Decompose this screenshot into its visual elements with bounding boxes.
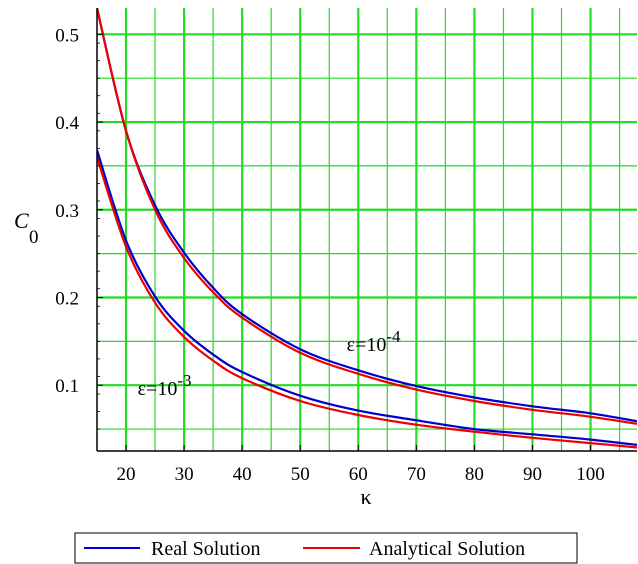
axes [96, 8, 637, 452]
annotation-exponent: -4 [386, 327, 401, 346]
x-tick-label: 90 [523, 464, 542, 485]
annotation-exponent: -3 [177, 371, 191, 390]
series-real-eps3 [97, 149, 637, 446]
x-tick-label: 60 [349, 464, 368, 485]
y-tick-label: 0.4 [55, 113, 79, 134]
annotation-eps4: ε=10-4 [347, 327, 401, 356]
y-tick-label: 0.5 [55, 25, 79, 46]
legend-label-real: Real Solution [151, 538, 260, 560]
x-tick-label: 30 [175, 464, 194, 485]
legend: Real Solution Analytical Solution [74, 532, 578, 564]
series-analytical-eps3 [97, 156, 637, 449]
x-tick-label: 70 [407, 464, 426, 485]
x-tick-label: 40 [233, 464, 252, 485]
legend-label-analytical: Analytical Solution [369, 538, 525, 560]
y-axis-label: C [14, 208, 29, 233]
x-tick-label: 100 [576, 464, 605, 485]
curves [97, 8, 637, 449]
y-tick-label: 0.2 [55, 288, 79, 309]
annotations: ε=10-4ε=10-3 [138, 327, 401, 400]
annotation-base: ε=10 [347, 334, 387, 356]
series-real-eps4 [97, 8, 637, 423]
grid [97, 8, 637, 451]
annotation-eps3: ε=10-3 [138, 371, 192, 400]
x-axis-label: κ [360, 484, 371, 509]
annotation-base: ε=10 [138, 378, 178, 400]
x-tick-label: 20 [117, 464, 136, 485]
x-tick-label: 80 [465, 464, 484, 485]
y-tick-label: 0.1 [55, 376, 79, 397]
series-analytical-eps4 [97, 8, 637, 425]
x-tick-label: 50 [291, 464, 310, 485]
y-axis-label-subscript: 0 [29, 227, 39, 248]
ticks: 20 30 40 50 60 70 80 90 100 0.1 0.2 0.3 0.4 0.5 [55, 25, 605, 485]
y-tick-label: 0.3 [55, 201, 79, 222]
